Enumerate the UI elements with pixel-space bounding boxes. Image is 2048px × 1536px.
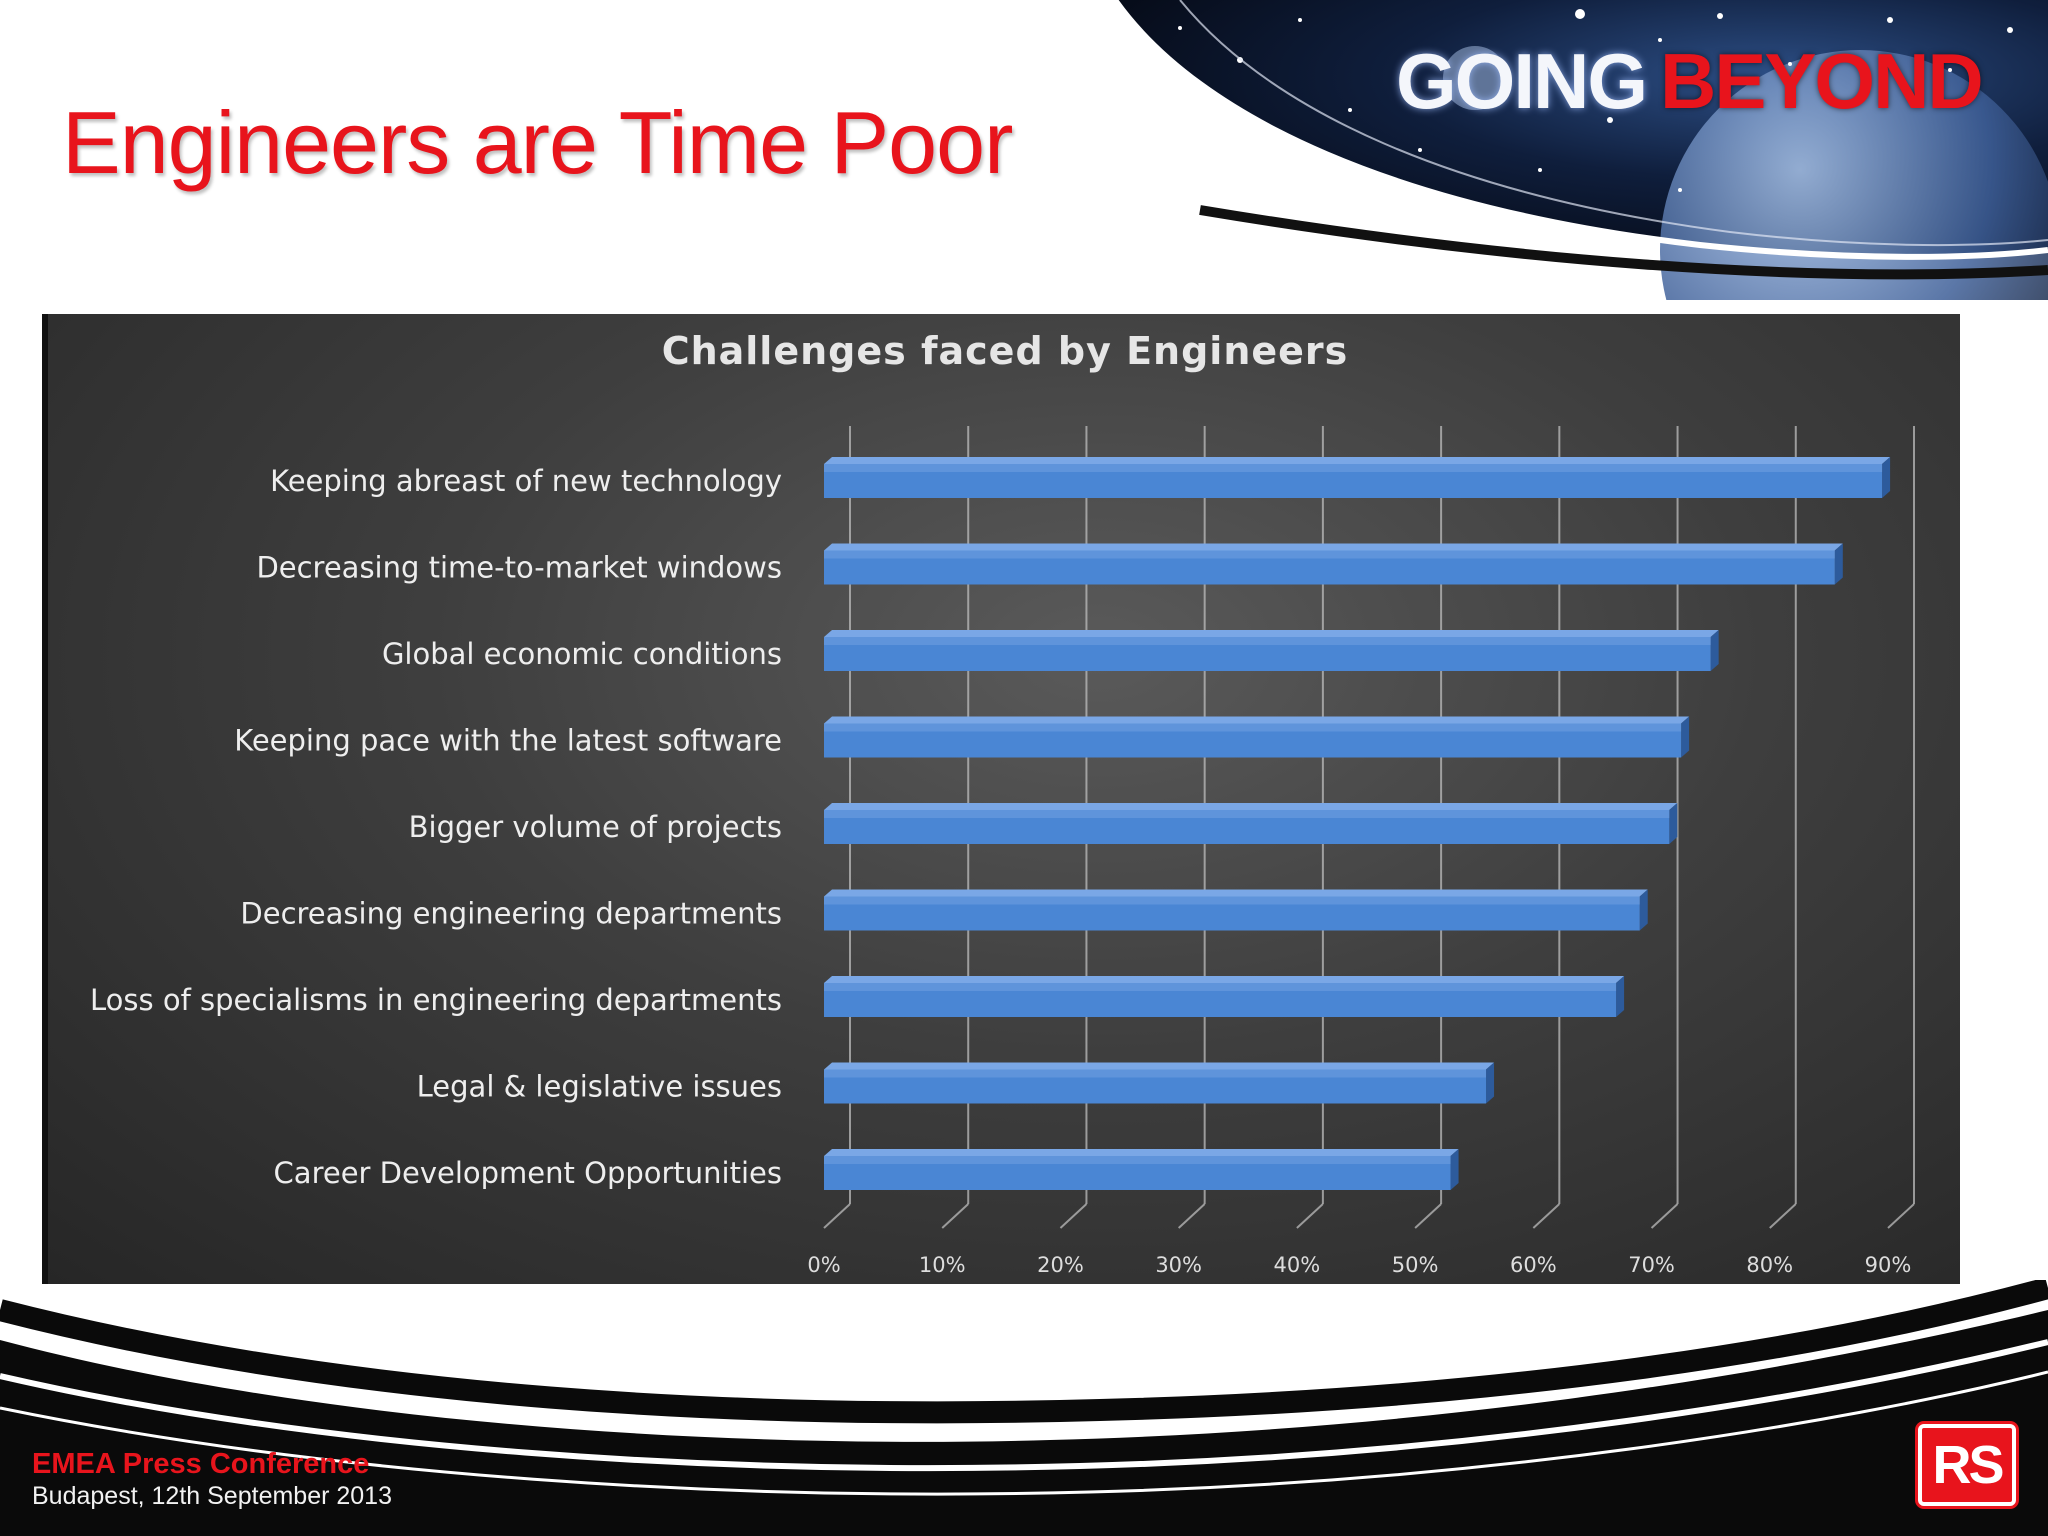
bar	[824, 630, 1719, 671]
bar-end-face	[1710, 630, 1719, 671]
x-tick-label: 50%	[1392, 1253, 1439, 1277]
footer-swoosh	[0, 1280, 2048, 1536]
bar-top-face	[824, 630, 1719, 637]
bar-highlight	[824, 1069, 1487, 1078]
footer-place-date: Budapest, 12th September 2013	[32, 1482, 392, 1510]
bar-end-face	[1616, 976, 1625, 1017]
bar-highlight	[824, 637, 1711, 645]
bar-end-face	[1450, 1149, 1459, 1190]
category-label-layer: Keeping abreast of new technology Decreas…	[90, 464, 782, 1190]
logo-word-beyond: BEYOND	[1660, 37, 1984, 125]
category-label: Decreasing engineering departments	[240, 897, 782, 931]
category-label: Career Development Opportunities	[274, 1156, 782, 1190]
bar-top-face	[824, 889, 1648, 897]
category-label: Legal & legislative issues	[417, 1070, 782, 1104]
space-banner	[1112, 0, 2048, 300]
category-label: Global economic conditions	[382, 637, 782, 671]
bar	[824, 889, 1648, 931]
bar	[824, 976, 1625, 1017]
bar-end-face	[1486, 1062, 1495, 1104]
bar-end-face	[1639, 889, 1648, 931]
bar-end-face	[1669, 803, 1678, 844]
x-tick-layer: 0% 10% 20% 30% 40% 50% 60% 70% 80% 90%	[807, 1253, 1911, 1277]
bar	[824, 1149, 1459, 1190]
bar-top-face	[824, 976, 1625, 983]
x-tick-label: 0%	[807, 1253, 840, 1277]
bar-highlight	[824, 550, 1835, 559]
bar-top-face	[824, 543, 1843, 551]
x-tick-label: 20%	[1037, 1253, 1084, 1277]
bar-end-face	[1681, 716, 1690, 758]
x-tick-label: 60%	[1510, 1253, 1557, 1277]
chart-title: Challenges faced by Engineers	[662, 329, 1349, 373]
bar-highlight	[824, 983, 1617, 991]
bar-highlight	[824, 464, 1883, 472]
x-tick-label: 80%	[1746, 1253, 1793, 1277]
x-tick-label: 10%	[919, 1253, 966, 1277]
gridline-floor	[1414, 1203, 1442, 1229]
bar-top-face	[824, 803, 1678, 810]
gridline-floor	[941, 1203, 969, 1229]
bar-top-face	[824, 1149, 1459, 1156]
slide-title: Engineers are Time Poor	[62, 93, 1013, 192]
category-label: Keeping abreast of new technology	[270, 464, 782, 498]
going-beyond-logo: GOING BEYOND	[1396, 36, 1984, 126]
bar-end-face	[1834, 543, 1843, 585]
gridline-floor	[1650, 1203, 1679, 1229]
bar	[824, 457, 1891, 498]
category-label: Loss of specialisms in engineering depar…	[90, 983, 782, 1017]
bar-top-face	[824, 457, 1891, 464]
x-tick-label: 40%	[1274, 1253, 1321, 1277]
category-label: Bigger volume of projects	[409, 810, 782, 844]
category-label: Decreasing time-to-market windows	[256, 551, 782, 585]
bar-top-face	[824, 716, 1690, 724]
chart-panel: Challenges faced by Engineers Keeping ab…	[42, 314, 1960, 1284]
bar-chart: Challenges faced by Engineers Keeping ab…	[90, 329, 1915, 1277]
rs-logo-text: RS	[1932, 1435, 2004, 1495]
bar-highlight	[824, 1156, 1451, 1164]
rs-logo: RS	[1918, 1424, 2016, 1506]
bar-top-face	[824, 1062, 1495, 1070]
bar-layer	[824, 457, 1891, 1190]
logo-word-going: GOING	[1396, 37, 1648, 125]
bar-end-face	[1882, 457, 1891, 498]
gridline-floor	[1177, 1203, 1206, 1229]
bar	[824, 716, 1690, 758]
gridline-floor	[1887, 1203, 1915, 1229]
category-label: Keeping pace with the latest software	[234, 724, 782, 758]
gridline-floor	[1059, 1203, 1088, 1229]
bar	[824, 1062, 1495, 1104]
bar	[824, 543, 1843, 585]
x-tick-label: 30%	[1155, 1253, 1202, 1277]
gridline-floor	[1296, 1203, 1324, 1229]
bar	[824, 803, 1678, 844]
footer-conference-title: EMEA Press Conference	[32, 1448, 370, 1480]
gridline-floor	[1532, 1203, 1561, 1229]
bar-highlight	[824, 896, 1640, 905]
bar-highlight	[824, 810, 1670, 818]
gridline-floor	[1769, 1203, 1797, 1229]
bar-highlight	[824, 723, 1682, 732]
x-tick-label: 70%	[1628, 1253, 1675, 1277]
x-tick-label: 90%	[1865, 1253, 1912, 1277]
gridline-floor	[823, 1203, 851, 1229]
